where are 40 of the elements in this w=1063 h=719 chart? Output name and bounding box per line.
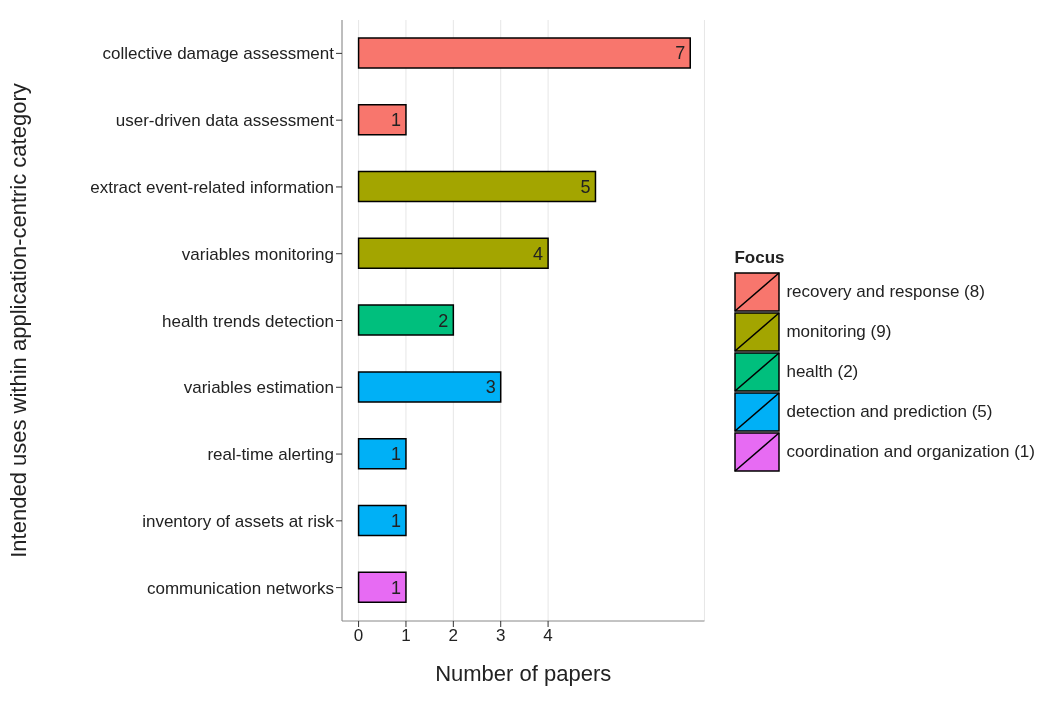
legend-label: monitoring (9)	[786, 321, 892, 342]
x-tick-label: 2	[448, 626, 459, 646]
data-label: 2	[438, 310, 449, 331]
legend-label: health (2)	[786, 361, 859, 382]
y-tick-label: inventory of assets at risk	[142, 511, 335, 531]
y-tick-label: variables estimation	[183, 378, 334, 398]
y-tick-label: health trends detection	[161, 311, 334, 331]
data-label: 1	[390, 110, 401, 131]
data-label: 3	[485, 377, 496, 398]
x-tick-label: 4	[543, 626, 553, 646]
x-tick-label: 0	[353, 626, 364, 646]
bar	[357, 504, 407, 537]
data-label: 7	[675, 43, 686, 64]
legend-label: recovery and response (8)	[786, 281, 985, 302]
bar	[357, 437, 407, 470]
y-tick-label: communication networks	[146, 578, 334, 598]
bar	[357, 237, 549, 270]
bar	[357, 104, 407, 136]
bar	[357, 37, 691, 69]
y-tick-label: user-driven data assessment	[115, 111, 335, 131]
data-label: 1	[390, 510, 401, 531]
x-tick-label: 3	[495, 626, 506, 646]
bar	[357, 304, 455, 336]
bar	[357, 170, 597, 203]
data-label: 1	[390, 577, 401, 598]
y-tick-label: variables monitoring	[181, 244, 334, 264]
x-axis-title: Number of papers	[435, 661, 612, 686]
legend-label: detection and prediction (5)	[786, 401, 993, 422]
y-tick-label: collective damage assessment	[102, 44, 335, 64]
data-label: 1	[390, 444, 401, 465]
data-label: 4	[533, 243, 544, 264]
bar	[357, 371, 502, 403]
y-tick-label: real-time alerting	[207, 445, 334, 465]
legend-label: coordination and organization (1)	[786, 441, 1035, 462]
x-tick-label: 1	[401, 626, 411, 646]
y-axis-title: Intended uses within application-centric category	[5, 83, 31, 558]
y-tick-label: extract event-related information	[90, 177, 334, 197]
bar	[357, 571, 407, 603]
data-label: 5	[580, 176, 591, 197]
legend-title: Focus	[734, 247, 786, 268]
